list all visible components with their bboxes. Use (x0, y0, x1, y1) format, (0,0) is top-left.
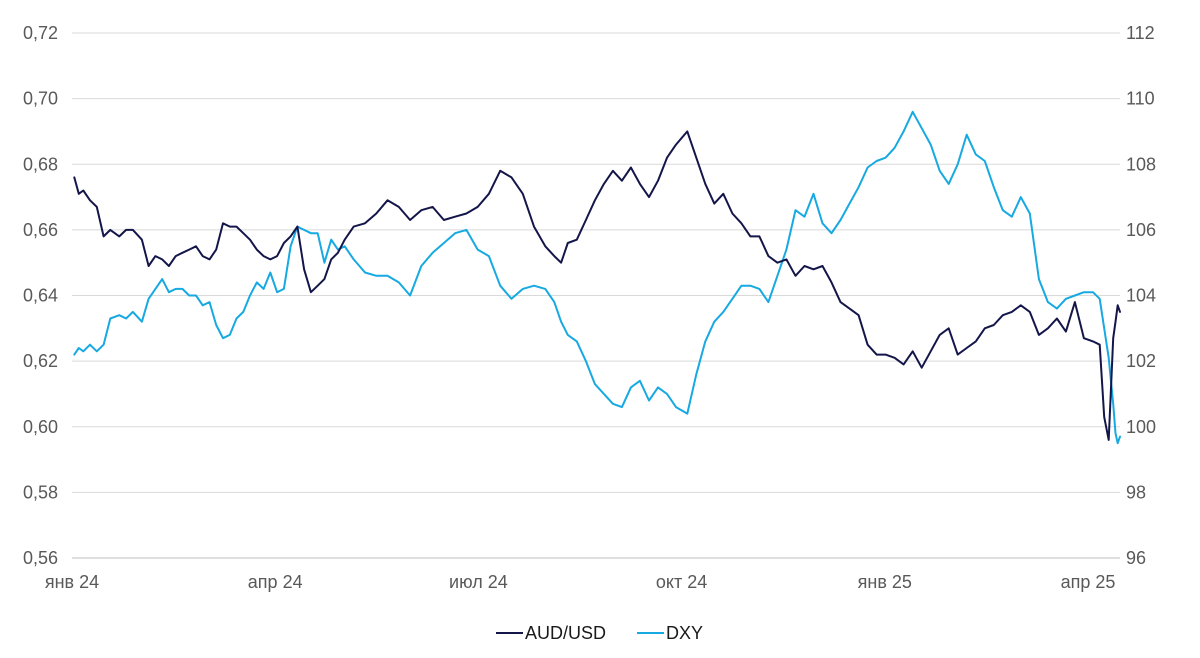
legend-label-aud-usd: AUD/USD (525, 623, 606, 643)
legend-label-dxy: DXY (666, 623, 703, 643)
left-tick-label: 0,66 (23, 220, 58, 240)
right-tick-label: 104 (1126, 286, 1156, 306)
x-tick-label: апр 25 (1061, 572, 1116, 592)
series-layer (73, 110, 1121, 445)
left-tick-label: 0,72 (23, 23, 58, 43)
right-axis: 96 98 100 102 104 106 108 110 112 (1126, 23, 1156, 568)
left-tick-label: 0,60 (23, 417, 58, 437)
left-tick-label: 0,58 (23, 482, 58, 502)
left-tick-label: 0,62 (23, 351, 58, 371)
right-tick-label: 106 (1126, 220, 1156, 240)
series-line-aud-usd (73, 130, 1121, 441)
left-tick-label: 0,64 (23, 286, 58, 306)
left-tick-label: 0,70 (23, 89, 58, 109)
left-tick-label: 0,56 (23, 548, 58, 568)
x-tick-label: окт 24 (656, 572, 707, 592)
x-tick-label: янв 25 (858, 572, 912, 592)
left-axis: 0,56 0,58 0,60 0,62 0,64 0,66 0,68 0,70 0,72 (23, 23, 58, 568)
right-tick-label: 110 (1126, 89, 1155, 109)
right-tick-label: 96 (1126, 548, 1146, 568)
x-tick-label: апр 24 (248, 572, 303, 592)
right-tick-label: 112 (1126, 23, 1155, 43)
x-tick-label: янв 24 (45, 572, 99, 592)
series-line-dxy (73, 110, 1121, 445)
legend: AUD/USD DXY (496, 623, 703, 643)
right-tick-label: 98 (1126, 482, 1146, 502)
gridlines (72, 32, 1120, 559)
right-tick-label: 100 (1126, 417, 1156, 437)
right-tick-label: 108 (1126, 154, 1156, 174)
x-axis: янв 24 апр 24 июл 24 окт 24 янв 25 апр 25 (45, 572, 1116, 592)
x-tick-label: июл 24 (449, 572, 508, 592)
right-tick-label: 102 (1126, 351, 1156, 371)
left-tick-label: 0,68 (23, 154, 58, 174)
